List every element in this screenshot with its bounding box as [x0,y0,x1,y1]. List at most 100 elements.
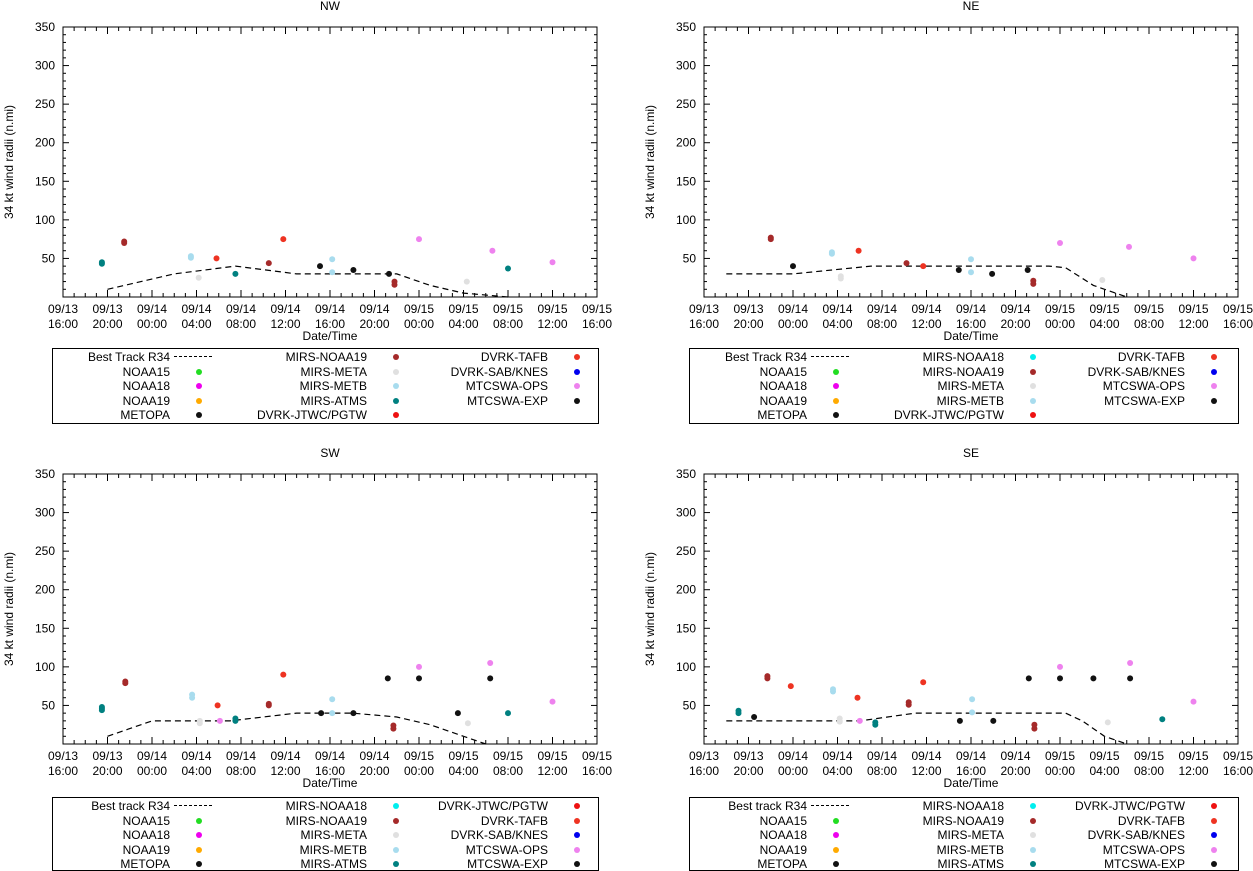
legend-entry: MIRS-NOAA19 [53,814,413,828]
plot-frame [62,26,598,298]
x-tick-label-time: 00:00 [1045,317,1075,331]
data-point-mtcswa-exp [955,267,962,273]
data-point-mtcswa-exp [416,675,422,682]
data-point-mirs-meta [1099,277,1106,283]
data-point-mirs-noaa19 [905,701,912,708]
legend-label: MIRS-NOAA19 [285,813,367,828]
data-point-dvrk-tafb [855,247,862,254]
y-tick-label: 350 [676,20,696,34]
data-point-mirs-atms [98,707,105,714]
data-point-mirs-meta [837,275,844,282]
x-tick-label-date: 09/13 [733,302,763,316]
x-tick-label-date: 09/14 [181,749,211,763]
legend-entry: MIRS-NOAA19 [690,365,1050,379]
x-tick-label-time: 08:00 [493,317,523,331]
legend-dot-symbol [393,817,399,824]
data-point-mirs-metb [329,269,336,276]
y-tick-label: 50 [42,698,56,712]
data-point-mirs-noaa19 [265,702,272,709]
legend-entry: DVRK-JTWC/PGTW [690,799,1231,813]
legend-label: MTCSWA-OPS [1102,379,1185,393]
legend-entry: MIRS-META [690,828,1050,842]
legend-entry: METOPA [690,857,853,871]
y-tick-label: 300 [35,506,55,520]
legend-label: MIRS-META [300,828,367,842]
data-point-mirs-metb [968,269,974,276]
legend-entry: METOPA [53,408,216,422]
legend-dot-symbol [1030,397,1036,404]
x-tick-label-date: 09/14 [867,749,897,763]
y-tick-label: 100 [35,660,55,674]
legend-label: MIRS-NOAA18 [922,799,1004,813]
x-tick-label-time: 12:00 [537,317,567,331]
legend-label: NOAA19 [122,842,170,857]
data-point-mtcswa-exp [386,270,392,277]
x-tick-label-date: 09/14 [822,749,852,763]
y-axis-label: 34 kt wind radii (n.mi) [643,552,657,666]
legend-label: NOAA19 [759,842,807,857]
legend-entry: DVRK-TAFB [53,350,594,364]
legend-label: Best Track R34 [724,350,807,364]
x-tick-label-date: 09/15 [1178,749,1208,763]
legend-entry: NOAA19 [690,843,853,857]
chart-title: SW [320,446,340,460]
x-tick-label-time: 04:00 [1089,764,1119,778]
x-tick-label-date: 09/14 [137,302,167,316]
legend-entry: MTCSWA-OPS [53,379,594,393]
x-tick-label-time: 04:00 [1089,317,1119,331]
data-point-mtcswa-exp [989,270,996,277]
legend-dot-symbol [196,817,202,824]
data-point-mirs-meta [196,720,203,727]
data-point-mirs-meta [463,278,470,285]
legend-label: DVRK-JTWC/PGTW [257,408,367,422]
legend-entry: MIRS-NOAA19 [53,350,413,364]
x-tick-label-time: 00:00 [1045,764,1075,778]
data-point-mtcswa-exp [317,263,323,270]
data-point-mtcswa-ops [1190,255,1197,262]
chart-panel-ne: NE5010015020025030035009/1316:0009/1320:… [643,0,1253,343]
x-tick-label-date: 09/14 [270,749,300,763]
x-tick-label-time: 16:00 [582,764,612,778]
legend-line-symbol [174,805,212,806]
legend-ne: Best Track R34 NOAA15 NOAA18 NOAA19 METOPA MI… [689,348,1239,424]
legend-dot-symbol [833,383,839,389]
legend-entry: Best track R34 [690,799,853,813]
legend-entry: NOAA15 [53,365,216,379]
legend-dot-symbol [393,354,399,360]
legend-label: MTCSWA-OPS [465,379,548,393]
data-point-mirs-meta [195,274,202,281]
data-point-mirs-noaa19 [265,260,272,267]
data-point-mirs-noaa19 [1030,280,1037,287]
legend-entry: DVRK-JTWC/PGTW [53,408,413,422]
legend-dot-symbol [574,383,580,389]
legend-entry: MIRS-NOAA18 [690,350,1050,364]
best-track-line [107,712,486,745]
legend-dot-symbol [393,412,399,418]
legend-entry: DVRK-TAFB [690,350,1231,364]
data-point-mirs-noaa19 [767,236,774,243]
data-point-mirs-atms [735,710,742,717]
y-tick-label: 150 [35,174,55,188]
plot-frame [703,473,1239,745]
x-tick-label-time: 16:00 [689,764,719,778]
legend-label: Best track R34 [91,799,170,813]
legend-nw: Best Track R34 NOAA15 NOAA18 NOAA19 METOPA MI… [52,348,599,424]
legend-entry: MIRS-METB [690,394,1050,408]
legend-entry: NOAA15 [690,365,853,379]
legend-dot-symbol [393,803,399,809]
x-tick-label-time: 08:00 [867,764,897,778]
data-point-mtcswa-exp [487,675,494,682]
chart-title: SE [963,446,979,460]
y-tick-label: 250 [35,97,55,111]
data-point-dvrk-tafb [787,683,794,690]
legend-dot-symbol [196,383,202,389]
legend-label: MIRS-METB [936,842,1004,857]
legend-label: MIRS-NOAA19 [922,364,1004,379]
x-tick-label-time: 12:00 [537,764,567,778]
legend-label: METOPA [120,408,170,422]
x-tick-label-time: 16:00 [1223,764,1253,778]
legend-dot-symbol [393,861,399,867]
data-point-dvrk-tafb [280,671,287,678]
x-tick-label-date: 09/14 [956,749,986,763]
x-tick-label-time: 20:00 [359,764,389,778]
